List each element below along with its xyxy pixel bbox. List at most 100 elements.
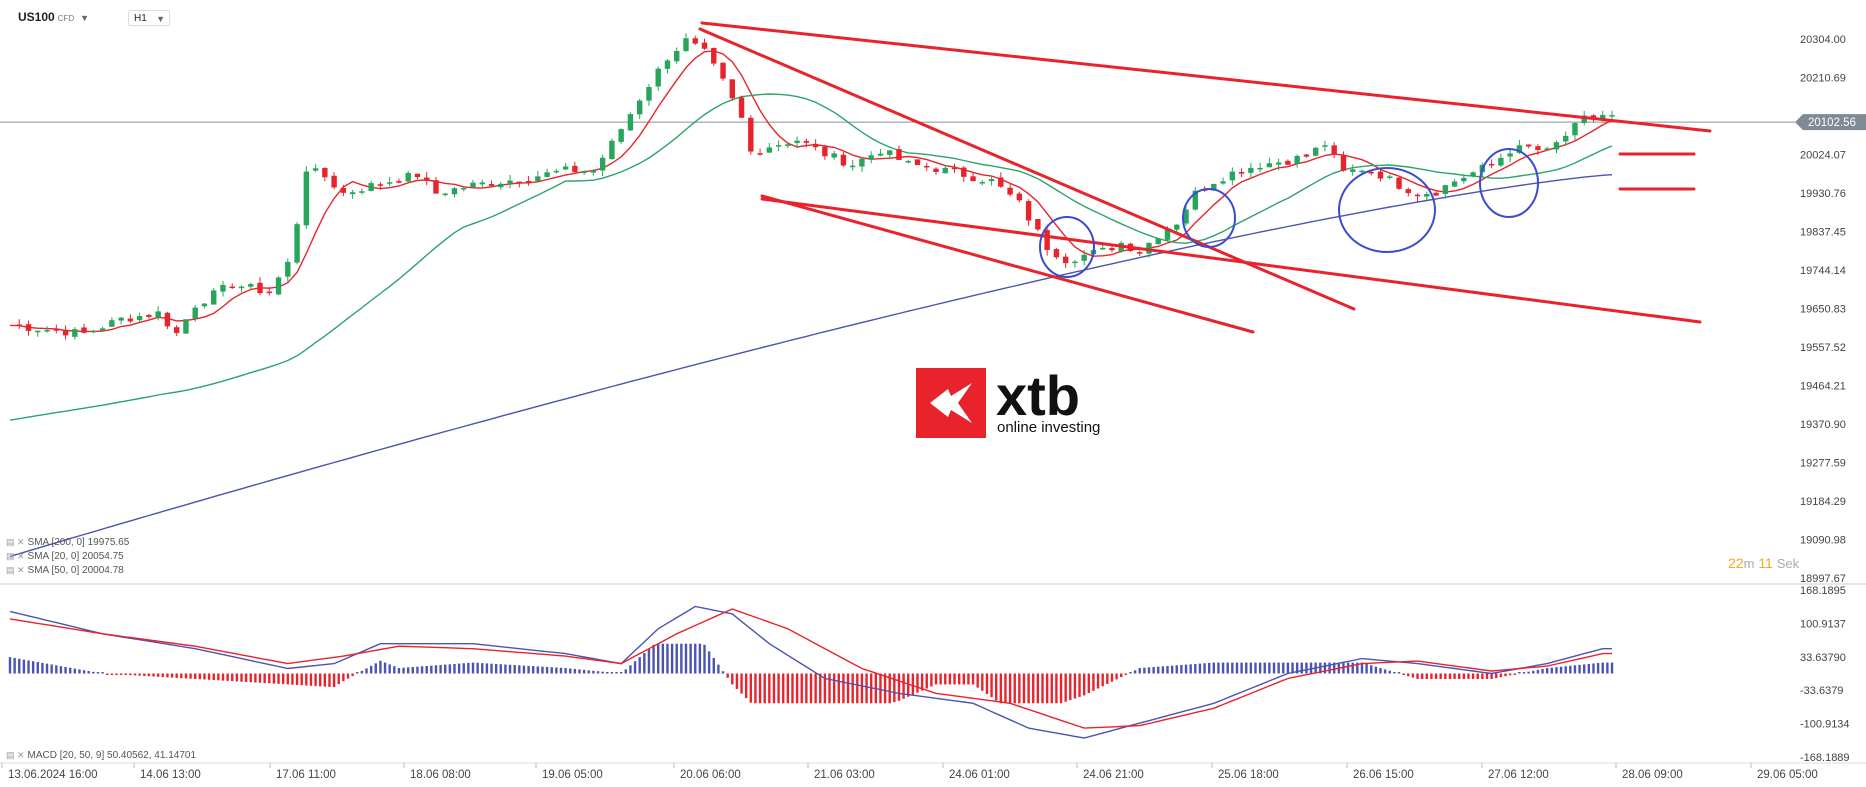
chevron-down-icon[interactable]: ▼ — [80, 13, 90, 23]
candle — [340, 184, 347, 197]
candle — [349, 190, 356, 199]
time-tick-label: 24.06 01:00 — [949, 769, 1010, 781]
candle — [590, 169, 597, 176]
candle-body — [294, 224, 300, 263]
candle — [516, 181, 523, 188]
candle-body — [636, 100, 643, 115]
candle-body — [192, 307, 198, 319]
macd-tick-label: 100.9137 — [1800, 618, 1846, 630]
timeframe-label: H1 — [134, 13, 147, 24]
candle-body — [942, 167, 948, 174]
marked-circle — [1182, 188, 1236, 248]
candle — [785, 142, 791, 149]
candle-body — [1053, 249, 1060, 258]
candle-body — [785, 144, 791, 146]
candle-body — [1312, 147, 1319, 156]
candle — [1238, 168, 1245, 177]
candle — [738, 95, 745, 118]
candle — [933, 167, 939, 175]
symbol-selector[interactable]: US100 CFD ▼ — [18, 10, 89, 24]
legend-sma20[interactable]: ▤ ✕ SMA [20, 0] 20054.75 — [6, 551, 124, 562]
macd-tick-label: 33.63790 — [1800, 652, 1846, 664]
candle-body — [312, 168, 319, 171]
candle-body — [433, 180, 439, 194]
candle — [572, 161, 578, 173]
candle-body — [164, 312, 171, 327]
candle-body — [173, 327, 180, 334]
candle-body — [127, 318, 134, 322]
candle-body — [201, 303, 208, 307]
candle-body — [757, 153, 763, 155]
candle — [248, 282, 254, 291]
chevron-down-icon: ▼ — [156, 14, 165, 24]
candle-body — [1572, 123, 1578, 136]
logo-x-icon — [930, 383, 972, 423]
candle-body — [905, 161, 911, 163]
legend-macd[interactable]: ▤ ✕ MACD [20, 50, 9] 50.40562, 41.14701 — [6, 750, 196, 761]
time-tick-label: 20.06 06:00 — [680, 769, 741, 781]
candle — [173, 324, 180, 336]
candle-body — [516, 181, 523, 184]
candle-body — [1396, 177, 1402, 189]
candle — [72, 326, 78, 340]
candle-body — [183, 319, 189, 334]
candle-body — [44, 329, 50, 332]
candle — [822, 144, 828, 160]
timeframe-selector[interactable]: H1 ▼ — [128, 10, 170, 26]
candle-body — [840, 154, 847, 166]
candle — [62, 325, 69, 340]
candle-body — [1007, 187, 1013, 195]
candle-body — [951, 167, 958, 170]
candle-body — [1600, 114, 1606, 119]
candle — [1525, 144, 1532, 149]
candle-body — [479, 182, 485, 185]
candle-body — [81, 327, 87, 333]
candle — [914, 159, 921, 166]
candle — [757, 148, 763, 156]
time-tick-label: 17.06 11:00 — [276, 769, 336, 781]
candle-body — [1211, 183, 1217, 191]
candle — [1451, 179, 1458, 188]
candle-body — [961, 167, 967, 177]
candle — [285, 258, 291, 283]
candle-body — [831, 153, 837, 158]
candle-body — [535, 176, 541, 182]
candles — [16, 33, 1615, 340]
candle — [849, 160, 856, 171]
candle — [44, 326, 50, 333]
drawings — [698, 21, 1712, 334]
candle-body — [618, 129, 624, 142]
candle — [961, 165, 967, 182]
candle-body — [424, 177, 430, 181]
candle — [331, 172, 337, 190]
candle — [535, 171, 541, 182]
trendline — [698, 27, 1356, 311]
candle — [1424, 191, 1430, 201]
candle-body — [146, 314, 152, 317]
candle-body — [1340, 155, 1347, 171]
time-tick-label: 24.06 21:00 — [1083, 769, 1144, 781]
candle-body — [90, 330, 97, 333]
candle-body — [877, 153, 884, 156]
candle — [812, 139, 819, 151]
legend-sma200[interactable]: ▤ ✕ SMA [200, 0] 19975.65 — [6, 537, 129, 548]
time-tick-label: 14.06 13:00 — [140, 769, 201, 781]
candle-body — [414, 173, 421, 178]
legend-sma50[interactable]: ▤ ✕ SMA [50, 0] 20004.78 — [6, 565, 124, 576]
settings-icon: ▤ ✕ — [6, 565, 25, 575]
candle-body — [1285, 160, 1291, 165]
candle — [211, 288, 217, 305]
candle-body — [1229, 171, 1236, 181]
candle-body — [1350, 169, 1356, 172]
legend-sma200-text: SMA [200, 0] 19975.65 — [27, 537, 130, 548]
candle — [646, 84, 652, 106]
candle-body — [1433, 192, 1439, 196]
candle — [35, 330, 41, 337]
candle-body — [99, 328, 106, 331]
candle-body — [766, 147, 773, 153]
candle — [396, 178, 402, 184]
candle-body — [1368, 171, 1374, 174]
candle — [525, 176, 532, 186]
candle — [609, 138, 615, 160]
